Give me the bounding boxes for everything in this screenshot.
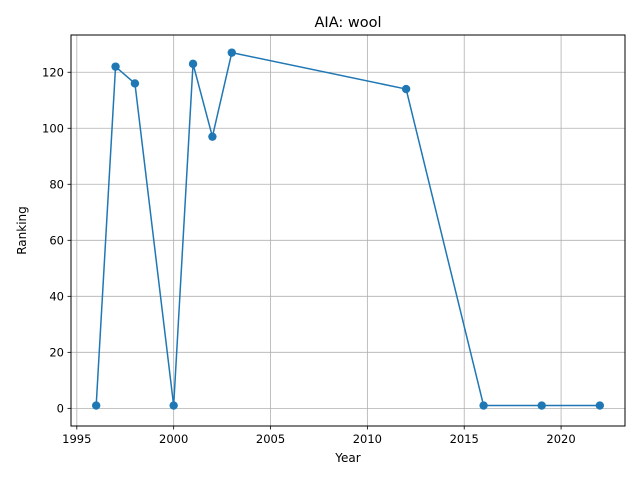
data-point — [188, 59, 198, 69]
plot-frame — [70, 34, 626, 427]
y-tick-label: 120 — [42, 65, 64, 79]
y-tick-label: 100 — [42, 121, 64, 135]
y-tick-label: 80 — [49, 177, 64, 191]
data-point — [111, 62, 120, 71]
x-tick-label: 2005 — [256, 432, 285, 446]
data-point — [595, 401, 605, 410]
data-point — [479, 401, 488, 410]
series-layer — [91, 48, 605, 410]
data-point — [401, 84, 411, 94]
y-tick-label: 60 — [49, 233, 64, 247]
chart-title: AIA: wool — [315, 15, 382, 31]
y-tick-label: 20 — [49, 345, 64, 359]
data-point — [91, 401, 101, 410]
x-tick-label: 2000 — [159, 432, 188, 446]
data-point — [208, 132, 217, 141]
x-tick-label: 2010 — [353, 432, 382, 446]
y-tick-label: 40 — [49, 289, 64, 303]
y-tick-label: 0 — [57, 401, 64, 415]
data-point — [537, 401, 546, 410]
x-tick-label: 2020 — [546, 432, 575, 446]
x-axis-label: Year — [334, 451, 360, 465]
data-point — [227, 48, 236, 57]
axis-ticks: 1995 2000 2005 2010 2015 2020 0 20 40 60 80 100 120 — [42, 65, 576, 446]
x-tick-label: 2015 — [450, 432, 479, 446]
data-point — [130, 79, 140, 88]
y-axis-label: Ranking — [15, 206, 29, 255]
grid — [71, 35, 625, 426]
data-point — [169, 401, 178, 410]
x-tick-label: 1995 — [62, 432, 91, 446]
